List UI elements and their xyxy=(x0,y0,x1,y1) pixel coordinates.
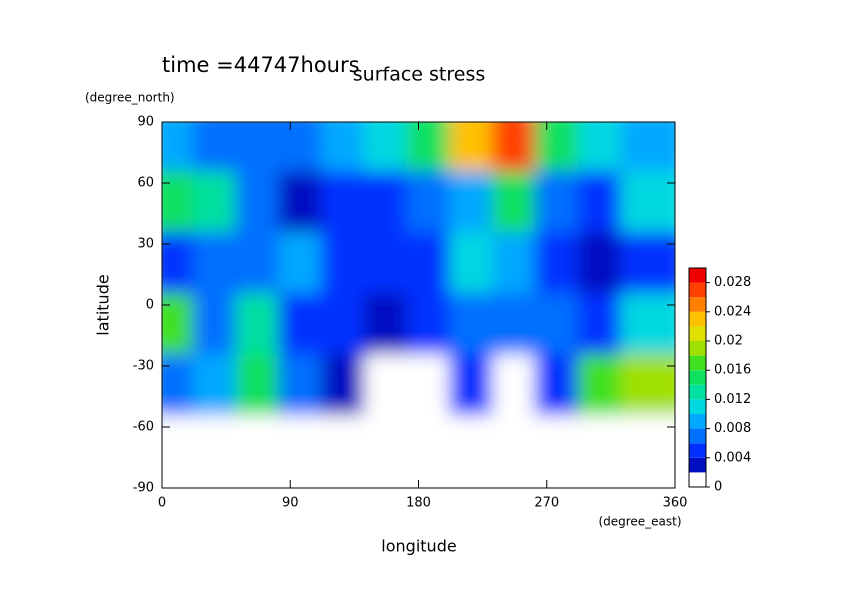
colorbar-level xyxy=(689,355,706,371)
x-tick-label: 90 xyxy=(282,496,299,511)
colorbar-level xyxy=(689,399,706,414)
contour-field xyxy=(162,122,675,488)
colorbar-level xyxy=(689,370,706,385)
colorbar-level xyxy=(689,428,706,444)
colorbar-tick-label: 0 xyxy=(714,480,722,495)
colorbar-frame xyxy=(688,267,707,488)
colorbar-tick-label: 0.02 xyxy=(714,334,743,349)
y-tick-label: 60 xyxy=(137,176,154,191)
x-tick-label: 360 xyxy=(663,496,688,511)
colorbar-tick-label: 0.012 xyxy=(714,392,751,407)
plot-frame xyxy=(161,121,676,489)
field-cell xyxy=(620,415,675,488)
colorbar-tick-label: 0.008 xyxy=(714,421,751,436)
colorbar-level xyxy=(689,384,706,400)
colorbar-tick-label: 0.004 xyxy=(714,450,751,465)
colorbar-level xyxy=(689,443,706,458)
colorbar-level xyxy=(689,297,706,312)
time-label: time =44747hours xyxy=(162,53,360,77)
y-tick-label: 0 xyxy=(146,298,154,313)
x-tick-label: 270 xyxy=(534,496,559,511)
colorbar-level xyxy=(689,268,706,283)
y-tick-label: 90 xyxy=(137,115,154,130)
colorbar-tick-label: 0.016 xyxy=(714,363,751,378)
colorbar-tick-label: 0.028 xyxy=(714,275,751,290)
y-tick-label: -90 xyxy=(133,481,154,496)
y-tick-label: -30 xyxy=(133,359,154,374)
y-tick-label: -60 xyxy=(133,420,154,435)
colorbar-level xyxy=(689,457,706,473)
colorbar-level xyxy=(689,414,706,429)
colorbar-level xyxy=(689,472,706,487)
x-unit: (degree_east) xyxy=(598,515,681,529)
y-unit: (degree_north) xyxy=(85,91,175,105)
colorbar-level xyxy=(689,311,706,327)
colorbar-tick-label: 0.024 xyxy=(714,304,751,319)
y-tick-label: 30 xyxy=(137,237,154,252)
colorbar-level xyxy=(689,282,706,298)
colorbar-level xyxy=(689,326,706,341)
x-axis-label: longitude xyxy=(381,537,456,556)
x-tick-label: 0 xyxy=(158,496,166,511)
chart-title: surface stress xyxy=(353,64,486,86)
y-axis-label: latitude xyxy=(94,274,113,335)
cells xyxy=(162,122,675,488)
colorbar-level xyxy=(689,341,706,356)
x-tick-label: 180 xyxy=(406,496,431,511)
